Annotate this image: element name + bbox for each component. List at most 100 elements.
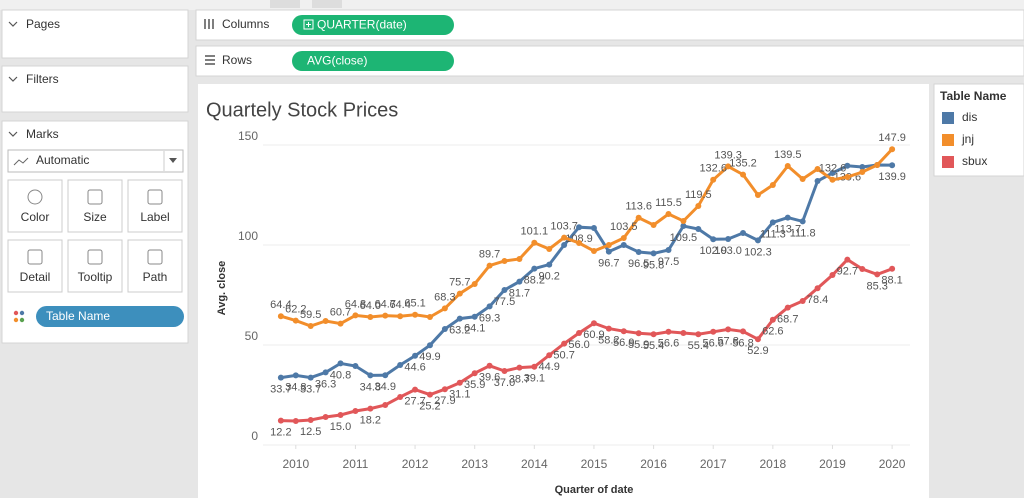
data-point xyxy=(426,314,433,320)
color-dot xyxy=(13,310,19,316)
data-point xyxy=(412,386,419,393)
data-point xyxy=(367,372,374,379)
data-point xyxy=(397,313,404,320)
button-icon xyxy=(147,249,163,265)
mark-type-dropdown[interactable] xyxy=(7,149,184,173)
data-label: 95.8 xyxy=(643,259,664,271)
tab[interactable] xyxy=(312,0,342,8)
data-label: 57.8 xyxy=(717,335,738,347)
data-point xyxy=(561,242,568,248)
data-label: 31.1 xyxy=(449,389,470,401)
data-point xyxy=(695,331,702,338)
data-point xyxy=(456,290,463,297)
data-label: 56.6 xyxy=(658,338,679,350)
data-label: 139.5 xyxy=(774,149,802,161)
x-tick-label: 2011 xyxy=(343,457,369,471)
data-point xyxy=(471,370,478,377)
button-icon xyxy=(27,189,43,205)
data-label: 113.6 xyxy=(625,201,652,213)
data-label: 60.9 xyxy=(583,329,604,341)
data-point xyxy=(292,372,299,379)
x-tick-label: 2019 xyxy=(819,457,846,471)
data-point xyxy=(352,363,359,369)
pages-title: Pages xyxy=(26,17,60,31)
marks-title: Marks xyxy=(26,127,59,141)
mark-button[interactable] xyxy=(127,239,183,293)
data-label: 44.9 xyxy=(539,361,560,373)
expand-icon[interactable] xyxy=(303,19,314,30)
data-point xyxy=(769,182,776,188)
data-point xyxy=(307,374,314,381)
columns-pill[interactable] xyxy=(292,15,454,35)
data-label: 92.7 xyxy=(837,266,858,278)
legend-label: dis xyxy=(962,110,977,124)
data-label: 102.9 xyxy=(699,245,727,257)
data-label: 63.2 xyxy=(449,325,470,337)
mark-button[interactable] xyxy=(7,179,63,233)
button-icon xyxy=(27,249,43,265)
mark-button[interactable] xyxy=(67,179,123,233)
data-point xyxy=(590,320,597,327)
table-name-pill[interactable] xyxy=(36,306,184,327)
data-label: 34.8 xyxy=(285,381,306,393)
x-tick-label: 2014 xyxy=(521,457,548,471)
data-point xyxy=(859,266,866,272)
data-label: 40.8 xyxy=(330,369,351,381)
data-label: 56.6 xyxy=(703,338,724,350)
data-point xyxy=(769,219,776,226)
data-point xyxy=(874,162,881,168)
data-point xyxy=(352,408,359,414)
data-label: 97.5 xyxy=(658,256,679,268)
data-point xyxy=(590,225,597,231)
data-point xyxy=(337,412,344,418)
data-label: 39.1 xyxy=(524,373,545,385)
data-point xyxy=(710,176,717,183)
y-axis-label: Avg. close xyxy=(216,261,228,316)
collapse-icon[interactable] xyxy=(8,76,18,82)
data-point xyxy=(322,369,329,376)
data-point xyxy=(710,236,717,243)
button-label: Label xyxy=(140,210,169,224)
data-point xyxy=(784,163,791,169)
tab[interactable] xyxy=(270,0,300,8)
data-point xyxy=(292,418,299,424)
legend-swatch xyxy=(942,134,954,146)
data-point xyxy=(382,312,389,319)
data-point xyxy=(516,364,523,371)
data-label: 65.1 xyxy=(404,298,425,310)
chart-title: Quartely Stock Prices xyxy=(206,99,398,121)
data-point xyxy=(546,246,553,252)
data-label: 34.8 xyxy=(360,381,381,393)
chart-area xyxy=(198,84,929,498)
data-label: 96.5 xyxy=(628,258,649,270)
collapse-icon[interactable] xyxy=(8,131,18,137)
data-label: 68.3 xyxy=(434,291,455,303)
data-point xyxy=(501,258,508,264)
data-point xyxy=(367,405,374,412)
x-tick-label: 2020 xyxy=(879,457,906,471)
data-label: 55.9 xyxy=(628,339,649,351)
data-point xyxy=(635,330,642,337)
data-point xyxy=(695,203,702,209)
data-point xyxy=(754,336,761,343)
data-point xyxy=(441,305,448,312)
data-point xyxy=(784,304,791,311)
button-icon xyxy=(87,249,103,265)
mark-button[interactable] xyxy=(7,239,63,293)
data-point xyxy=(576,240,583,246)
data-label: 75.7 xyxy=(449,277,470,289)
data-point xyxy=(561,234,568,241)
data-point xyxy=(337,360,344,367)
button-label: Path xyxy=(143,270,168,284)
rows-pill[interactable] xyxy=(292,51,454,71)
data-point xyxy=(844,162,851,169)
data-label: 78.4 xyxy=(807,294,828,306)
columns-label: Columns xyxy=(222,17,269,31)
data-label: 81.7 xyxy=(509,288,530,300)
collapse-icon[interactable] xyxy=(8,21,18,27)
mark-button[interactable] xyxy=(67,239,123,293)
data-label: 55.4 xyxy=(688,340,709,352)
data-label: 88.1 xyxy=(881,275,902,287)
data-label: 89.7 xyxy=(479,249,500,261)
mark-button[interactable] xyxy=(127,179,183,233)
